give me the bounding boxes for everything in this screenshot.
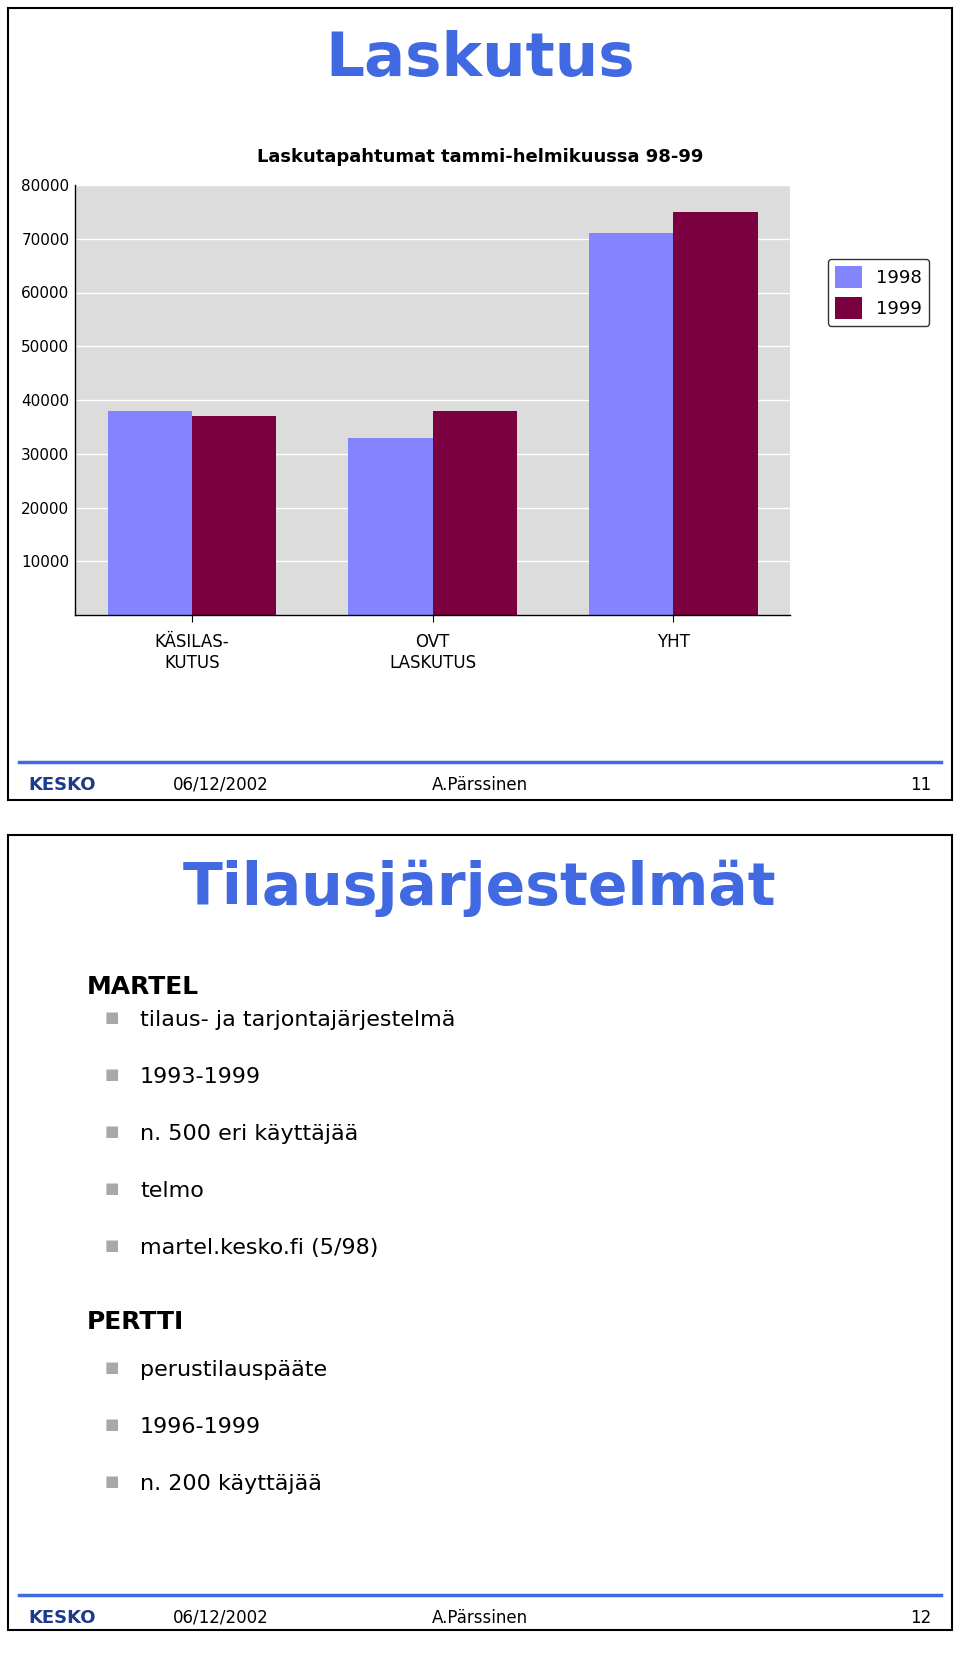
Text: ■: ■ (105, 1237, 119, 1254)
Text: telmo: telmo (140, 1181, 204, 1201)
Text: martel.kesko.fi (5/98): martel.kesko.fi (5/98) (140, 1237, 378, 1259)
Text: 06/12/2002: 06/12/2002 (173, 1609, 269, 1628)
Text: 1993-1999: 1993-1999 (140, 1067, 261, 1087)
Bar (108, 410, 192, 615)
Text: Laskutapahtumat tammi-helmikuussa 98-99: Laskutapahtumat tammi-helmikuussa 98-99 (257, 147, 703, 165)
Text: ■: ■ (105, 1011, 119, 1025)
Bar (192, 417, 276, 615)
Text: PERTTI: PERTTI (86, 1310, 183, 1335)
Text: A.Pärssinen: A.Pärssinen (432, 776, 528, 794)
Text: 06/12/2002: 06/12/2002 (173, 776, 269, 794)
Legend: 1998, 1999: 1998, 1999 (828, 258, 929, 326)
Text: KESKO: KESKO (29, 1609, 96, 1628)
Text: n. 500 eri käyttäjää: n. 500 eri käyttäjää (140, 1125, 358, 1145)
Text: ■: ■ (105, 1474, 119, 1489)
Text: ■: ■ (105, 1067, 119, 1082)
Text: A.Pärssinen: A.Pärssinen (432, 1609, 528, 1628)
Text: Tilausjärjestelmät: Tilausjärjestelmät (183, 860, 777, 918)
Text: KESKO: KESKO (29, 776, 96, 794)
Text: ■: ■ (105, 1417, 119, 1432)
Text: ■: ■ (105, 1125, 119, 1140)
Bar (348, 438, 433, 615)
Text: 12: 12 (910, 1609, 931, 1628)
Text: n. 200 käyttäjää: n. 200 käyttäjää (140, 1474, 322, 1494)
Text: 11: 11 (910, 776, 931, 794)
Text: tilaus- ja tarjontajärjestelmä: tilaus- ja tarjontajärjestelmä (140, 1011, 455, 1030)
Text: perustilauspääte: perustilauspääte (140, 1360, 327, 1379)
Text: ■: ■ (105, 1181, 119, 1196)
Text: 1996-1999: 1996-1999 (140, 1417, 261, 1437)
Text: MARTEL: MARTEL (86, 974, 199, 999)
Bar (433, 410, 516, 615)
Text: ■: ■ (105, 1360, 119, 1374)
Bar (589, 233, 673, 615)
Text: Laskutus: Laskutus (325, 30, 635, 89)
Bar (673, 212, 757, 615)
